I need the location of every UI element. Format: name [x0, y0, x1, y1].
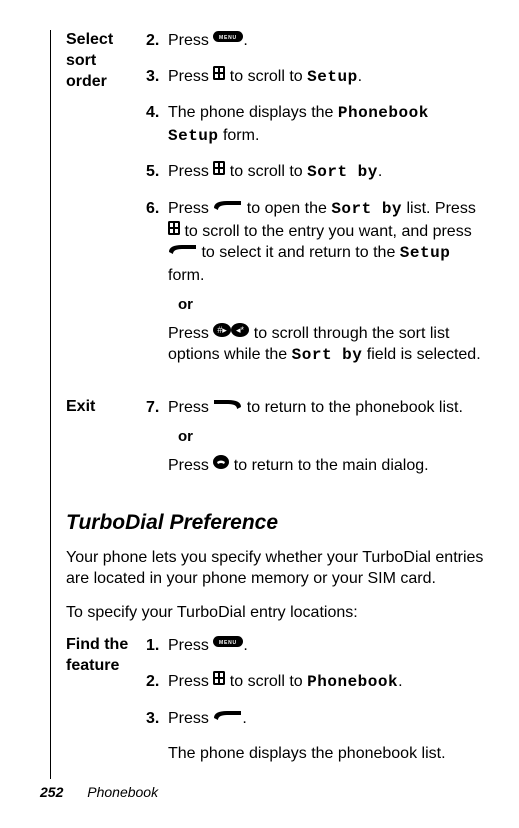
step-body: Press to return to the phonebook list. o… — [168, 397, 484, 477]
text: form. — [168, 267, 204, 284]
side-label-exit: Exit — [66, 397, 146, 491]
step-body: The phone displays the phonebook list. — [168, 743, 484, 765]
text: to scroll to — [225, 673, 307, 690]
text: . — [378, 163, 382, 180]
softkey-left-icon — [213, 396, 242, 418]
page-content: Select sort order 2. Press . 3. Press to… — [50, 30, 484, 779]
step-5: 5. Press to scroll to Sort by. — [146, 161, 484, 184]
step-body: Press to open the Sort by list. Press to… — [168, 198, 484, 367]
mono-text: Sort by — [331, 200, 402, 218]
step-num: 1. — [146, 635, 168, 657]
step-body: Press to scroll to Setup. — [168, 66, 484, 89]
text: Press — [168, 163, 213, 180]
paragraph: To specify your TurboDial entry location… — [66, 602, 484, 624]
text: field is selected. — [362, 346, 480, 363]
step-f3: 3. Press . — [146, 708, 484, 730]
step-body: Press to scroll to Sort by. — [168, 161, 484, 184]
scroll-icon — [168, 220, 180, 242]
mono-text: Setup — [307, 68, 358, 86]
step-num: 5. — [146, 161, 168, 184]
step-num: 7. — [146, 397, 168, 477]
mono-text: Phonebook — [307, 673, 398, 691]
text: to scroll to — [225, 68, 307, 85]
step-num: 3. — [146, 708, 168, 730]
text: The phone displays the phonebook list. — [168, 745, 446, 762]
or-text: or — [178, 427, 484, 447]
step-num: 2. — [146, 671, 168, 694]
text: Press — [168, 68, 213, 85]
steps-sort: 2. Press . 3. Press to scroll to Setup. … — [146, 30, 484, 381]
menu-icon — [213, 29, 243, 51]
step-num: 6. — [146, 198, 168, 367]
steps-exit: 7. Press to return to the phonebook list… — [146, 397, 484, 491]
text: Press — [168, 325, 213, 342]
hash-key-icon — [213, 322, 231, 344]
chapter-name: Phonebook — [87, 784, 158, 800]
side-label-sort: Select sort order — [66, 30, 146, 381]
step-body: Press . — [168, 708, 484, 730]
text: Press — [168, 457, 213, 474]
scroll-icon — [213, 670, 225, 692]
text: Press — [168, 710, 213, 727]
text: Press — [168, 637, 213, 654]
step-3: 3. Press to scroll to Setup. — [146, 66, 484, 89]
text: to select it and return to the — [197, 244, 400, 261]
text: to scroll to — [225, 163, 307, 180]
text: The phone displays the — [168, 104, 338, 121]
text: list. Press — [402, 200, 476, 217]
heading-turbodial: TurboDial Preference — [66, 511, 484, 535]
step-num: 3. — [146, 66, 168, 89]
step-num: 4. — [146, 102, 168, 147]
mono-text: Setup — [400, 244, 451, 262]
steps-find: 1. Press . 2. Press to scroll to Phonebo… — [146, 635, 484, 778]
step-4: 4. The phone displays the Phonebook Setu… — [146, 102, 484, 147]
side-label-find: Find the feature — [66, 635, 146, 778]
step-body: Press to scroll to Phonebook. — [168, 671, 484, 694]
or-text: or — [178, 295, 484, 315]
step-body: Press . — [168, 30, 484, 52]
text: Press — [168, 673, 213, 690]
text: form. — [219, 127, 260, 144]
scroll-icon — [213, 160, 225, 182]
page-number: 252 — [40, 784, 63, 800]
step-6: 6. Press to open the Sort by list. Press… — [146, 198, 484, 367]
text: Press — [168, 32, 213, 49]
softkey-right-icon — [213, 197, 242, 219]
section-find-feature: Find the feature 1. Press . 2. Press to … — [66, 635, 484, 778]
step-f2: 2. Press to scroll to Phonebook. — [146, 671, 484, 694]
step-body: Press . — [168, 635, 484, 657]
text: to return to the main dialog. — [229, 457, 428, 474]
softkey-right-icon — [213, 707, 242, 729]
step-num-blank — [146, 743, 168, 765]
step-f3b: The phone displays the phonebook list. — [146, 743, 484, 765]
text: . — [242, 710, 246, 727]
step-7: 7. Press to return to the phonebook list… — [146, 397, 484, 477]
text: Press — [168, 200, 213, 217]
scroll-icon — [213, 65, 225, 87]
text: . — [398, 673, 402, 690]
text: . — [358, 68, 362, 85]
text: . — [243, 637, 247, 654]
star-key-icon — [231, 322, 249, 344]
end-key-icon — [213, 454, 229, 476]
text: . — [243, 32, 247, 49]
mono-text: Sort by — [307, 163, 378, 181]
section-sort-order: Select sort order 2. Press . 3. Press to… — [66, 30, 484, 381]
text: to scroll to the entry you want, and pre… — [180, 223, 472, 240]
menu-icon — [213, 634, 243, 656]
step-2: 2. Press . — [146, 30, 484, 52]
page-footer: 252 Phonebook — [40, 784, 158, 800]
text: Press — [168, 399, 213, 416]
step-f1: 1. Press . — [146, 635, 484, 657]
step-body: The phone displays the Phonebook Setup f… — [168, 102, 484, 147]
text: to return to the phonebook list. — [242, 399, 463, 416]
step-num: 2. — [146, 30, 168, 52]
section-exit: Exit 7. Press to return to the phonebook… — [66, 397, 484, 491]
text: to open the — [242, 200, 331, 217]
softkey-right-icon — [168, 241, 197, 263]
paragraph: Your phone lets you specify whether your… — [66, 547, 484, 590]
mono-text: Sort by — [292, 346, 363, 364]
